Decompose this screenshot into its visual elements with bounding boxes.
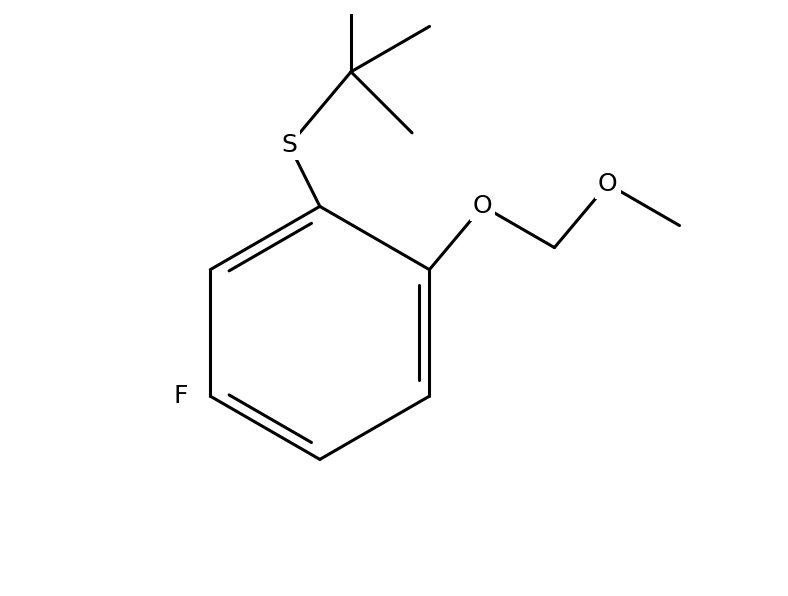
Text: S: S — [281, 134, 297, 157]
Text: O: O — [598, 172, 618, 196]
Text: O: O — [473, 194, 492, 218]
Text: F: F — [174, 384, 188, 408]
